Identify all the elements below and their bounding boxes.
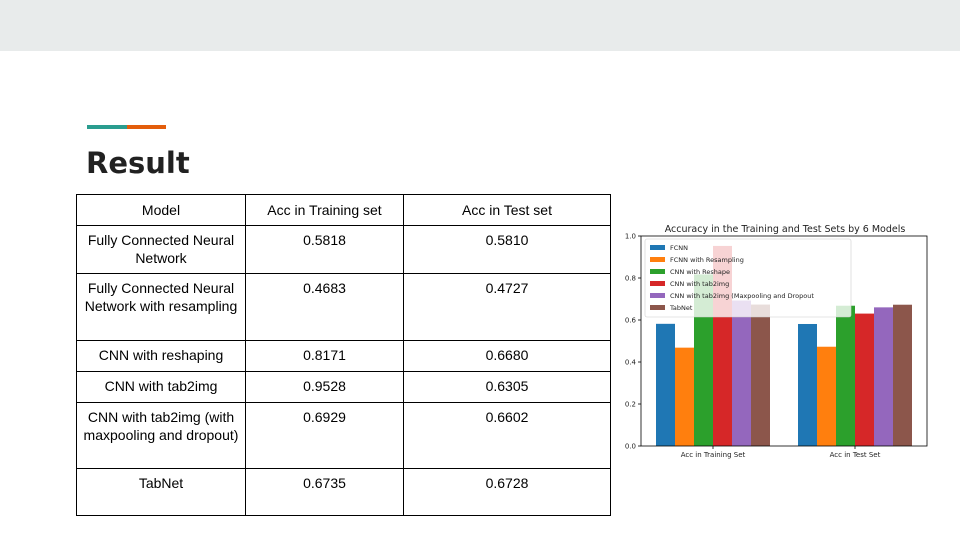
legend-box xyxy=(644,238,852,318)
table-row: CNN with tab2img (with maxpooling and dr… xyxy=(76,402,611,469)
legend-swatch xyxy=(650,257,665,262)
cell-test: 0.6680 xyxy=(403,340,611,372)
y-tick-label: 0.6 xyxy=(625,317,637,325)
bar xyxy=(656,323,675,446)
legend-label: TabNet xyxy=(669,304,693,312)
x-tick-label: Acc in Training Set xyxy=(681,451,746,459)
y-tick-label: 0.2 xyxy=(625,401,636,409)
header-test-acc: Acc in Test set xyxy=(403,194,611,226)
cell-model: CNN with tab2img xyxy=(76,371,246,403)
legend-label: FCNN with Resampling xyxy=(670,256,744,264)
y-tick-label: 0.4 xyxy=(625,359,637,367)
y-tick-label: 0.0 xyxy=(625,443,636,451)
legend-label: CNN with Reshape xyxy=(670,268,730,276)
cell-train: 0.4683 xyxy=(245,273,404,341)
cell-test: 0.4727 xyxy=(403,273,611,341)
cell-model: Fully Connected Neural Network with resa… xyxy=(76,273,246,341)
accuracy-bar-chart: Accuracy in the Training and Test Sets b… xyxy=(614,219,934,464)
bar xyxy=(855,313,874,446)
y-tick-label: 0.8 xyxy=(625,275,636,283)
bar xyxy=(732,300,751,446)
cell-model: Fully Connected Neural Network xyxy=(76,225,246,274)
chart-title: Accuracy in the Training and Test Sets b… xyxy=(665,224,906,235)
title-accent-bar xyxy=(87,125,166,129)
accent-segment-orange xyxy=(127,125,166,129)
table-header-row: Model Acc in Training set Acc in Test se… xyxy=(76,194,611,226)
bar xyxy=(836,305,855,446)
legend-swatch xyxy=(650,305,665,310)
x-tick-label: Acc in Test Set xyxy=(830,451,881,459)
legend-swatch xyxy=(650,293,665,298)
table-row: Fully Connected Neural Network with resa… xyxy=(76,273,611,341)
header-train-acc: Acc in Training set xyxy=(245,194,404,226)
bar xyxy=(694,274,713,446)
cell-model: CNN with tab2img (with maxpooling and dr… xyxy=(76,402,246,469)
slide-title: Result xyxy=(86,146,190,180)
cell-model: TabNet xyxy=(76,468,246,516)
bar xyxy=(874,307,893,446)
accent-segment-teal xyxy=(87,125,127,129)
table-row: Fully Connected Neural Network 0.5818 0.… xyxy=(76,225,611,274)
header-band xyxy=(0,0,960,51)
cell-test: 0.6305 xyxy=(403,371,611,403)
cell-train: 0.9528 xyxy=(245,371,404,403)
bar xyxy=(817,346,836,446)
header-model: Model xyxy=(76,194,246,226)
table-row: CNN with reshaping 0.8171 0.6680 xyxy=(76,340,611,372)
table-row: CNN with tab2img 0.9528 0.6305 xyxy=(76,371,611,403)
legend-swatch xyxy=(650,245,665,250)
cell-train: 0.6929 xyxy=(245,402,404,469)
bar xyxy=(798,323,817,446)
table-row: TabNet 0.6735 0.6728 xyxy=(76,468,611,516)
cell-train: 0.8171 xyxy=(245,340,404,372)
bar xyxy=(675,347,694,446)
y-tick-label: 1.0 xyxy=(625,233,636,241)
cell-test: 0.6602 xyxy=(403,402,611,469)
bar xyxy=(893,304,912,446)
legend-swatch xyxy=(650,269,665,274)
chart-svg: Accuracy in the Training and Test Sets b… xyxy=(625,224,928,459)
cell-train: 0.5818 xyxy=(245,225,404,274)
legend-swatch xyxy=(650,281,665,286)
cell-test: 0.5810 xyxy=(403,225,611,274)
cell-train: 0.6735 xyxy=(245,468,404,516)
results-table: Model Acc in Training set Acc in Test se… xyxy=(76,194,611,516)
legend-label: FCNN xyxy=(670,244,688,252)
legend-label: CNN with tab2img (Maxpooling and Dropout xyxy=(670,292,814,300)
cell-model: CNN with reshaping xyxy=(76,340,246,372)
plot-frame xyxy=(640,235,928,447)
bar xyxy=(751,304,770,446)
cell-test: 0.6728 xyxy=(403,468,611,516)
legend-label: CNN with tab2img xyxy=(670,280,729,288)
